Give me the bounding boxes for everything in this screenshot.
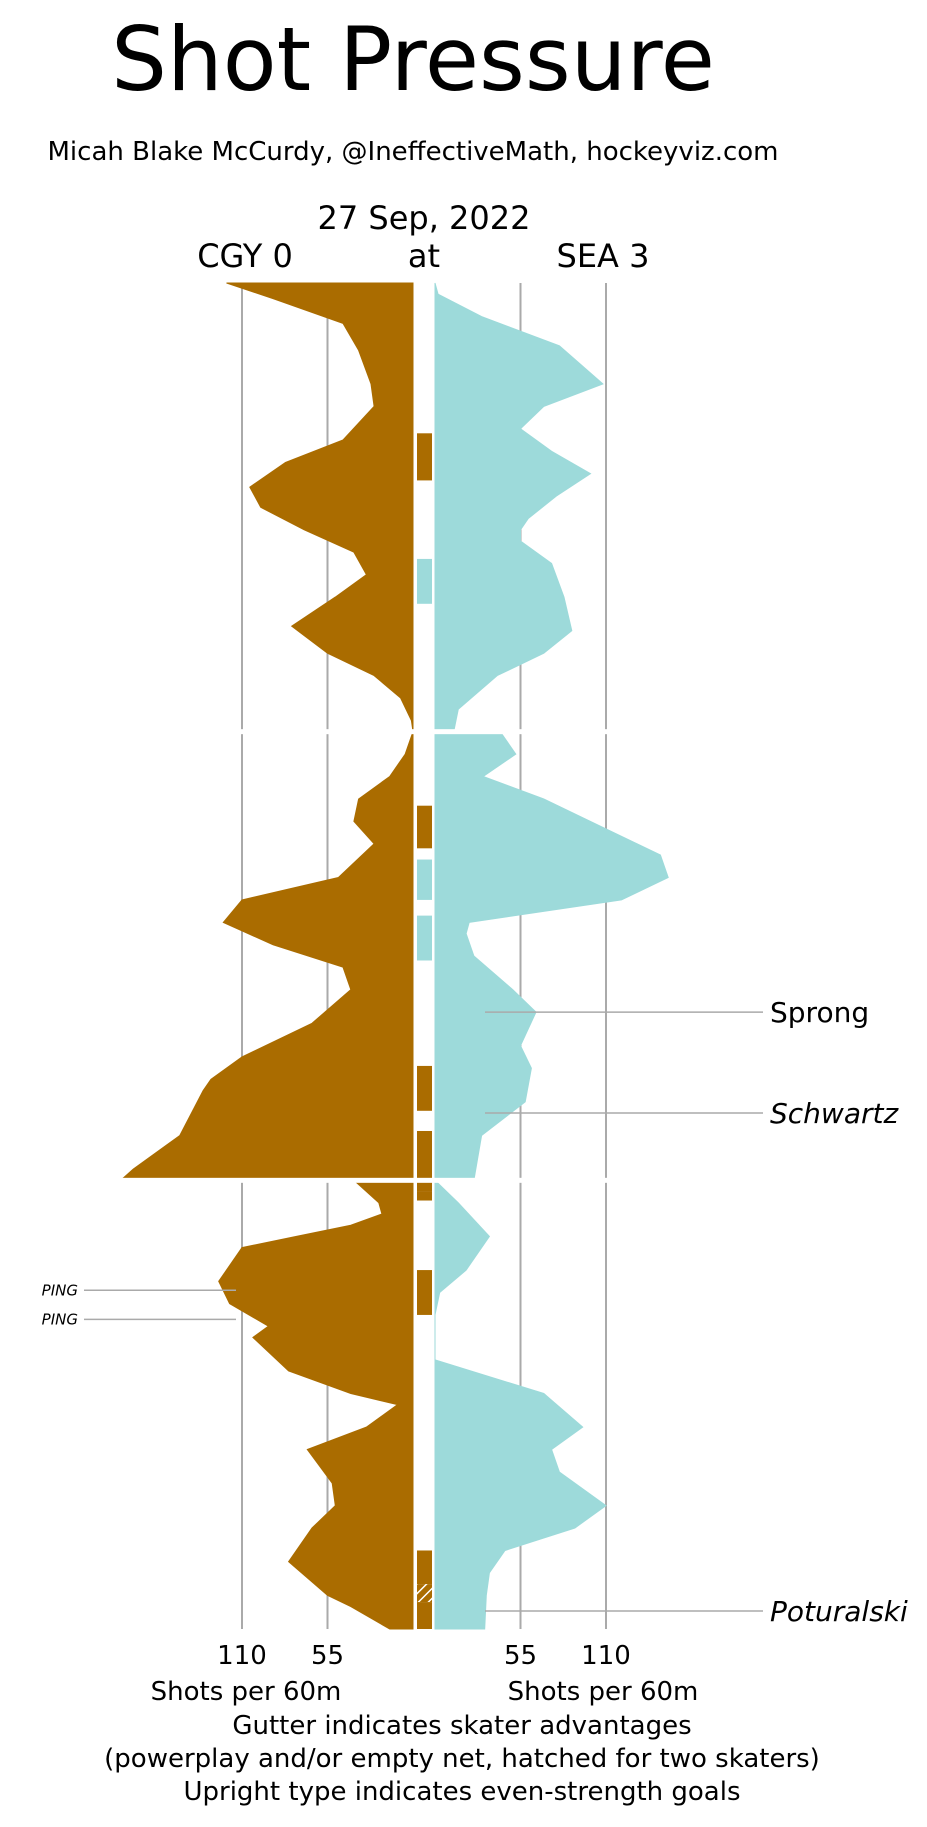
gutter-marker-cgy-7	[417, 1130, 432, 1192]
gutter-marker-sea-2	[417, 558, 432, 604]
footer-line-2: (powerplay and/or empty net, hatched for…	[104, 1744, 820, 1774]
home-team-label: SEA 3	[557, 237, 650, 275]
gutter-marker-cgy-6	[417, 1065, 432, 1111]
goal-label-2: Schwartz	[770, 1097, 899, 1130]
gutter-marker-cgy-9	[417, 1270, 432, 1315]
gutter-marker-cgy-8	[417, 1191, 432, 1201]
period-divider-1	[100, 729, 620, 735]
event-label-5: PING	[42, 1310, 78, 1328]
goal-label-3: Poturalski	[770, 1595, 908, 1628]
gutter-marker-sea-4	[417, 859, 432, 900]
goal-annotations: Sprong Schwartz Poturalski PING PING	[42, 996, 908, 1628]
chart-title: Shot Pressure	[111, 8, 715, 111]
gutter-marker-cgy-12	[417, 1602, 432, 1629]
gutter	[417, 433, 432, 1629]
axis-ticks: 110 55 55 110	[217, 1641, 631, 1671]
cgy-area-period-2	[119, 731, 414, 1181]
chart-byline: Micah Blake McCurdy, @IneffectiveMath, h…	[48, 137, 779, 167]
left-axis-label: Shots per 60m	[151, 1677, 342, 1707]
gutter-marker-cgy-1	[417, 433, 432, 481]
footer-line-3: Upright type indicates even-strength goa…	[183, 1777, 740, 1807]
sea-area-period-1	[434, 282, 604, 733]
right-tick-label-2: 110	[581, 1641, 631, 1671]
right-axis-label: Shots per 60m	[508, 1677, 699, 1707]
gutter-marker-cgy-10	[417, 1550, 432, 1585]
left-tick-label-1: 110	[217, 1641, 267, 1671]
right-tick-label-1: 55	[504, 1641, 537, 1671]
cgy-area-period-3	[218, 1179, 414, 1630]
at-label: at	[408, 237, 440, 275]
cgy-area-period-1	[226, 282, 414, 732]
gutter-marker-sea-5	[417, 915, 432, 961]
sea-area-period-3	[434, 1179, 607, 1630]
game-date: 27 Sep, 2022	[318, 199, 531, 237]
left-tick-label-2: 55	[311, 1641, 344, 1671]
footer-line-1: Gutter indicates skater advantages	[232, 1711, 691, 1741]
period-dividers	[100, 729, 620, 1183]
gutter-marker-cgy-3	[417, 805, 432, 849]
sea-area-period-2	[434, 731, 669, 1181]
goal-label-1: Sprong	[770, 996, 869, 1029]
period-divider-2	[100, 1177, 620, 1183]
event-label-4: PING	[42, 1281, 78, 1299]
pressure-areas	[119, 282, 669, 1630]
gutter-marker-cgy-11	[417, 1584, 432, 1603]
away-team-label: CGY 0	[197, 237, 293, 275]
